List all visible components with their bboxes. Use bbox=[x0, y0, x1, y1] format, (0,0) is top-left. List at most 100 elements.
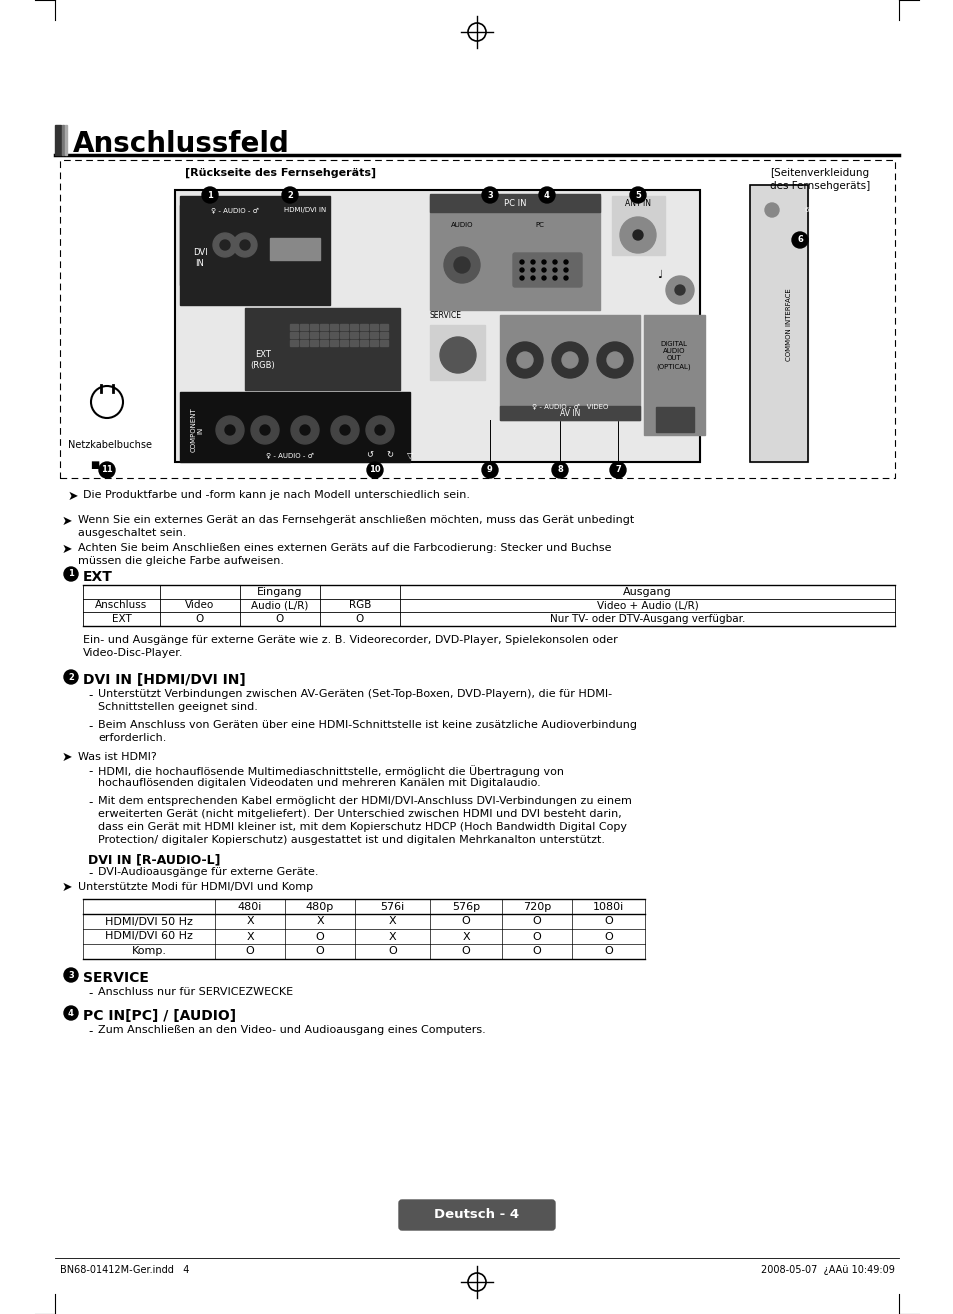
Bar bbox=[430, 196, 599, 310]
Circle shape bbox=[99, 463, 115, 478]
Bar bbox=[60, 160, 894, 478]
Bar bbox=[379, 340, 388, 346]
Bar bbox=[339, 332, 348, 338]
Circle shape bbox=[202, 187, 218, 202]
Circle shape bbox=[64, 1007, 78, 1020]
Bar bbox=[319, 332, 328, 338]
Bar bbox=[749, 185, 807, 463]
Bar bbox=[339, 325, 348, 330]
Circle shape bbox=[563, 268, 567, 272]
Circle shape bbox=[233, 233, 256, 258]
Text: 5: 5 bbox=[635, 191, 640, 200]
Circle shape bbox=[597, 342, 633, 378]
Bar bbox=[370, 332, 377, 338]
Text: ■—: ■— bbox=[91, 460, 110, 470]
Circle shape bbox=[531, 260, 535, 264]
Text: -: - bbox=[88, 765, 92, 778]
Circle shape bbox=[619, 217, 656, 254]
Text: ➤: ➤ bbox=[62, 752, 72, 763]
Bar bbox=[310, 340, 317, 346]
Text: X: X bbox=[461, 932, 469, 942]
Bar bbox=[180, 205, 220, 285]
Text: Achten Sie beim Anschließen eines externen Geräts auf die Farbcodierung: Stecker: Achten Sie beim Anschließen eines extern… bbox=[78, 543, 611, 553]
Text: 1: 1 bbox=[207, 191, 213, 200]
Bar bbox=[62, 125, 64, 155]
Bar bbox=[299, 325, 308, 330]
Text: 6: 6 bbox=[804, 208, 808, 213]
Bar bbox=[749, 185, 807, 463]
Bar bbox=[330, 325, 337, 330]
Text: PC IN: PC IN bbox=[503, 198, 526, 208]
Text: Nur TV- oder DTV-Ausgang verfügbar.: Nur TV- oder DTV-Ausgang verfügbar. bbox=[549, 614, 744, 624]
Circle shape bbox=[291, 417, 318, 444]
Text: O: O bbox=[532, 946, 540, 957]
Text: -: - bbox=[88, 987, 92, 1000]
Circle shape bbox=[665, 276, 693, 304]
Text: O: O bbox=[245, 946, 254, 957]
Text: AUDIO: AUDIO bbox=[450, 222, 473, 229]
Bar bbox=[430, 325, 484, 380]
Circle shape bbox=[225, 424, 234, 435]
Text: O: O bbox=[603, 932, 612, 942]
Text: 2008-05-07  ¿AAü 10:49:09: 2008-05-07 ¿AAü 10:49:09 bbox=[760, 1265, 894, 1275]
Circle shape bbox=[519, 276, 523, 280]
Circle shape bbox=[541, 260, 545, 264]
Text: HDMI/DVI IN: HDMI/DVI IN bbox=[284, 208, 326, 213]
Text: 3: 3 bbox=[487, 191, 493, 200]
Circle shape bbox=[443, 247, 479, 283]
Text: X: X bbox=[246, 916, 253, 926]
Text: ♀ - AUDIO - ♂: ♀ - AUDIO - ♂ bbox=[266, 452, 314, 459]
Text: 576i: 576i bbox=[380, 901, 404, 912]
Circle shape bbox=[213, 233, 236, 258]
Text: Netzkabelbuchse: Netzkabelbuchse bbox=[68, 440, 152, 449]
Text: BN68-01412M-Ger.indd   4: BN68-01412M-Ger.indd 4 bbox=[60, 1265, 190, 1275]
Text: AV IN: AV IN bbox=[559, 409, 579, 418]
Text: ♩: ♩ bbox=[657, 269, 662, 280]
Text: 4: 4 bbox=[543, 191, 549, 200]
Text: O: O bbox=[532, 916, 540, 926]
Text: EXT: EXT bbox=[83, 570, 112, 583]
Text: DVI
IN: DVI IN bbox=[193, 248, 207, 268]
Text: DVI-Audioausgänge für externe Geräte.: DVI-Audioausgänge für externe Geräte. bbox=[98, 867, 318, 876]
Text: O: O bbox=[532, 932, 540, 942]
Text: ➤: ➤ bbox=[62, 515, 72, 528]
Text: [Rückseite des Fernsehgeräts]: [Rückseite des Fernsehgeräts] bbox=[185, 168, 375, 179]
Text: O: O bbox=[275, 614, 284, 624]
Text: O: O bbox=[461, 946, 470, 957]
FancyBboxPatch shape bbox=[513, 254, 581, 286]
Text: ▽: ▽ bbox=[406, 451, 413, 460]
Text: Video: Video bbox=[185, 600, 214, 610]
Circle shape bbox=[331, 417, 358, 444]
Text: 9: 9 bbox=[487, 465, 493, 474]
Text: Zum Anschließen an den Video- und Audioausgang eines Computers.: Zum Anschließen an den Video- und Audioa… bbox=[98, 1025, 485, 1035]
Text: Beim Anschluss von Geräten über eine HDMI-Schnittstelle ist keine zusätzliche Au: Beim Anschluss von Geräten über eine HDM… bbox=[98, 720, 637, 731]
Text: DVI IN [HDMI/DVI IN]: DVI IN [HDMI/DVI IN] bbox=[83, 673, 246, 687]
Bar bbox=[656, 407, 693, 432]
Circle shape bbox=[439, 336, 476, 373]
Circle shape bbox=[64, 568, 78, 581]
Text: Video-Disc-Player.: Video-Disc-Player. bbox=[83, 648, 183, 658]
Text: HDMI, die hochauflösende Multimediaschnittstelle, ermöglicht die Übertragung von: HDMI, die hochauflösende Multimediaschni… bbox=[98, 765, 563, 777]
Circle shape bbox=[299, 424, 310, 435]
Bar bbox=[330, 340, 337, 346]
Text: 3: 3 bbox=[68, 971, 73, 979]
Circle shape bbox=[791, 233, 807, 248]
Text: Protection/ digitaler Kopierschutz) ausgestattet ist und digitalen Mehrkanalton : Protection/ digitaler Kopierschutz) ausg… bbox=[98, 834, 604, 845]
Circle shape bbox=[260, 424, 270, 435]
Text: X: X bbox=[246, 932, 253, 942]
Circle shape bbox=[629, 187, 645, 202]
Circle shape bbox=[220, 240, 230, 250]
Text: Anschlussfeld: Anschlussfeld bbox=[73, 130, 290, 158]
Circle shape bbox=[552, 463, 567, 478]
Bar bbox=[310, 325, 317, 330]
Text: DVI IN [R-AUDIO-L]: DVI IN [R-AUDIO-L] bbox=[88, 853, 220, 866]
Circle shape bbox=[563, 260, 567, 264]
Bar bbox=[299, 340, 308, 346]
Text: Audio (L/R): Audio (L/R) bbox=[251, 600, 309, 610]
Text: ♀ - AUDIO - ♂   VIDEO: ♀ - AUDIO - ♂ VIDEO bbox=[531, 403, 608, 409]
Circle shape bbox=[454, 258, 470, 273]
Text: RGB: RGB bbox=[349, 600, 371, 610]
Text: PC: PC bbox=[535, 222, 544, 229]
Text: 1: 1 bbox=[68, 569, 74, 578]
Bar bbox=[245, 307, 399, 390]
